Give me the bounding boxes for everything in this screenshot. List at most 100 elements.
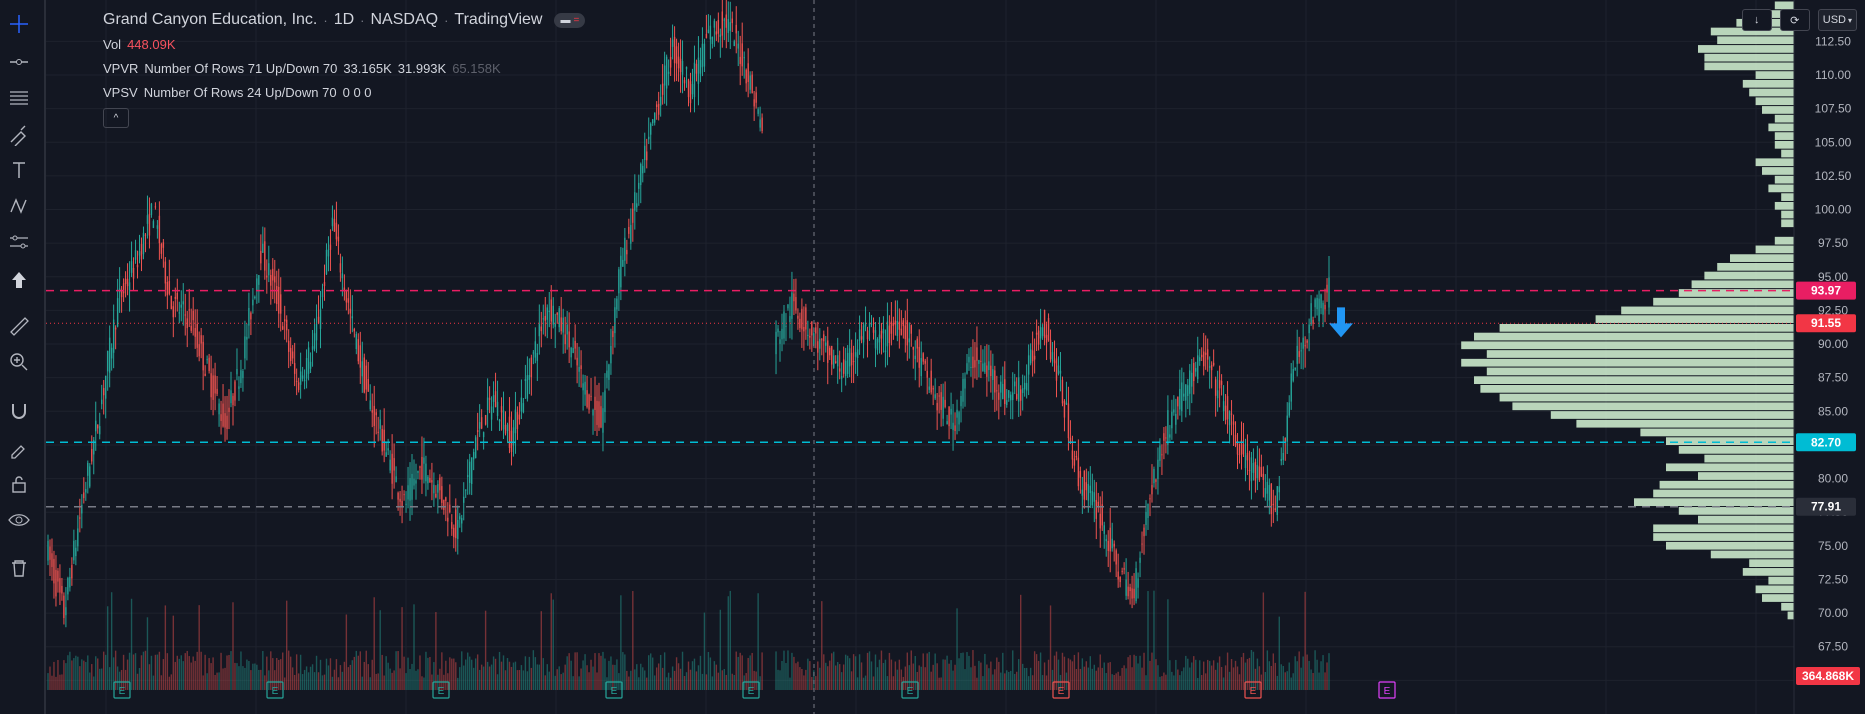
- volume-bar: [142, 651, 145, 690]
- candle-body: [449, 504, 451, 513]
- volume-bar: [998, 661, 1000, 690]
- volume-bar: [480, 664, 483, 690]
- volume-bar: [1071, 661, 1074, 690]
- volume-bar: [932, 664, 934, 690]
- candle-body: [974, 360, 976, 368]
- candle-body: [540, 326, 543, 332]
- candle-body: [1057, 365, 1060, 374]
- price-chart[interactable]: E E E E E E E E E112.50110.00107.50105.00102.501…: [46, 0, 1865, 714]
- volume-bar: [57, 660, 59, 690]
- candle-body: [319, 309, 322, 329]
- candle-body: [1145, 511, 1147, 525]
- candle-body: [831, 345, 833, 365]
- volume-profile-bar: [1653, 524, 1794, 533]
- volume-profile-bar: [1781, 149, 1794, 158]
- vpsv-label[interactable]: VPSV: [103, 84, 138, 100]
- candle-body: [313, 333, 316, 349]
- trend-line-tool-button[interactable]: [4, 48, 34, 76]
- volume-bar: [713, 661, 716, 690]
- candle-body: [725, 14, 727, 28]
- volume-bar: [980, 662, 982, 690]
- volume-bar: [192, 656, 194, 690]
- candle-body: [665, 56, 668, 89]
- symbol-name[interactable]: Grand Canyon Education, Inc.: [103, 11, 318, 28]
- volume-bar: [910, 650, 912, 690]
- vol-label[interactable]: Vol: [103, 36, 122, 52]
- candle-body: [429, 477, 431, 483]
- volume-bar: [1169, 660, 1171, 690]
- forecast-tool-button[interactable]: [4, 228, 34, 256]
- arrow-up-tool-button[interactable]: [4, 266, 34, 294]
- lock-tool-button[interactable]: [4, 470, 34, 498]
- chart-area[interactable]: E E E E E E E E E 112.50 110.00 107.50 105.00 102.50 1…: [46, 0, 1865, 714]
- eye-tool-button[interactable]: [4, 506, 34, 534]
- magnet-tool-button[interactable]: [4, 398, 34, 426]
- volume-bar: [1127, 657, 1129, 690]
- pattern-tool-button[interactable]: [4, 192, 34, 220]
- candle-body: [160, 243, 163, 254]
- candle-body: [1067, 403, 1070, 439]
- volume-bar: [594, 653, 596, 690]
- volume-bar: [1214, 669, 1217, 690]
- collapse-legend-button[interactable]: ^: [103, 108, 129, 128]
- brush-tool-button[interactable]: [4, 120, 34, 148]
- candle-body: [920, 358, 922, 377]
- volume-bar: [634, 669, 636, 690]
- volume-bar: [1189, 667, 1191, 690]
- candle-body: [803, 326, 805, 332]
- candle-body: [719, 34, 722, 37]
- volume-bar: [652, 657, 654, 690]
- volume-bar: [238, 666, 240, 690]
- volume-bar: [960, 653, 962, 690]
- candle-body: [413, 478, 415, 486]
- volume-bar: [990, 661, 992, 690]
- candles: [47, 0, 1330, 628]
- status-pill[interactable]: ▬ =: [554, 12, 586, 28]
- candle-body: [1199, 357, 1201, 362]
- volume-bar: [783, 650, 785, 690]
- volume-bar: [1125, 668, 1127, 690]
- crosshair-tool-button[interactable]: [4, 10, 34, 38]
- volume-bar: [1167, 599, 1169, 690]
- refresh-button[interactable]: ⟳: [1779, 9, 1810, 31]
- lock-draw-tool-button[interactable]: [4, 434, 34, 462]
- candle-body: [1326, 284, 1328, 293]
- candle-body: [1232, 421, 1235, 425]
- fib-tool-button[interactable]: [4, 84, 34, 112]
- download-button[interactable]: ↓: [1741, 9, 1772, 31]
- trash-tool-button[interactable]: [4, 554, 34, 582]
- volume-bar: [1121, 667, 1123, 690]
- volume-bar: [870, 661, 873, 690]
- price-label-bg: [1796, 433, 1856, 452]
- candle-body: [1318, 298, 1320, 322]
- price-label: 91.55: [1811, 316, 1841, 330]
- volume-bar: [846, 655, 849, 690]
- candle-body: [729, 22, 731, 31]
- currency-button[interactable]: USD ▾: [1817, 9, 1857, 31]
- volume-bar: [206, 673, 208, 690]
- candle-body: [970, 366, 972, 368]
- interval-label[interactable]: 1D: [333, 11, 355, 28]
- volume-bar: [665, 677, 668, 690]
- ruler-tool-button[interactable]: [4, 312, 34, 340]
- candle-body: [486, 397, 489, 411]
- candle-body: [842, 359, 845, 374]
- candle-body: [142, 232, 145, 255]
- volume-bar: [178, 658, 180, 690]
- vpvr-label[interactable]: VPVR: [103, 60, 139, 76]
- volume-profile-bar: [1781, 219, 1794, 228]
- candle-body: [1234, 434, 1237, 446]
- volume-bar: [53, 661, 55, 690]
- text-tool-button[interactable]: [4, 156, 34, 184]
- volume-bar: [309, 666, 312, 690]
- zoom-tool-button[interactable]: [4, 348, 34, 376]
- volume-bar: [240, 651, 242, 690]
- candle-body: [1151, 485, 1153, 495]
- candle-body: [1125, 579, 1127, 596]
- volume-bar: [1002, 652, 1004, 690]
- volume-bar: [317, 672, 320, 690]
- volume-bar: [626, 670, 628, 690]
- candle-body: [1177, 396, 1179, 407]
- volume-profile-bar: [1704, 62, 1794, 71]
- candle-body: [291, 351, 294, 359]
